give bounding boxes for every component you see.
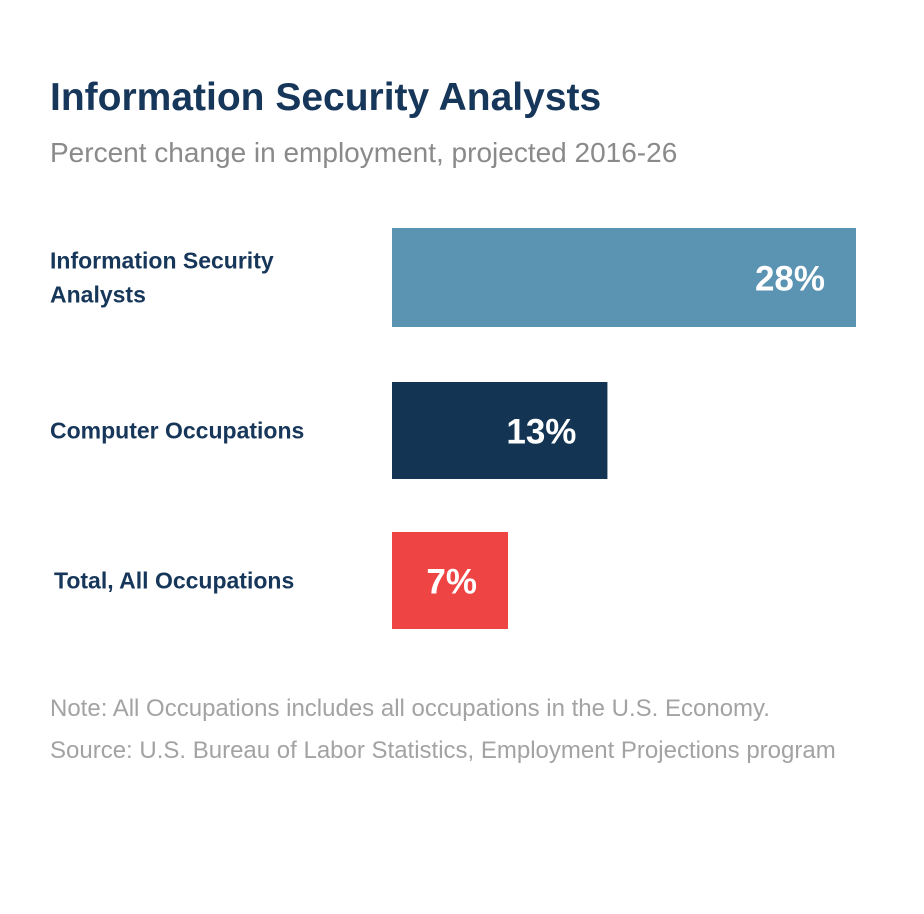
chart-note: Note: All Occupations includes all occup… — [50, 695, 836, 764]
chart-subtitle: Percent change in employment, projected … — [50, 137, 678, 168]
category-label-1: Computer Occupations — [50, 418, 304, 444]
bar-value-label-1: 13% — [506, 413, 576, 452]
category-label-0: Information Security Analysts — [50, 248, 274, 308]
category-label-line: Computer Occupations — [50, 418, 304, 444]
bar-1 — [392, 382, 608, 479]
bar-value-label-2: 7% — [426, 563, 477, 602]
category-label-line: Total, All Occupations — [54, 568, 294, 594]
category-label-line: Analysts — [50, 282, 146, 308]
bar-2 — [392, 532, 508, 629]
chart-title: Information Security Analysts — [50, 76, 602, 119]
category-label-line: Information Security — [50, 248, 274, 274]
category-label-2: Total, All Occupations — [54, 568, 294, 594]
bar-0 — [392, 228, 856, 327]
bar-value-label-0: 28% — [755, 260, 825, 299]
